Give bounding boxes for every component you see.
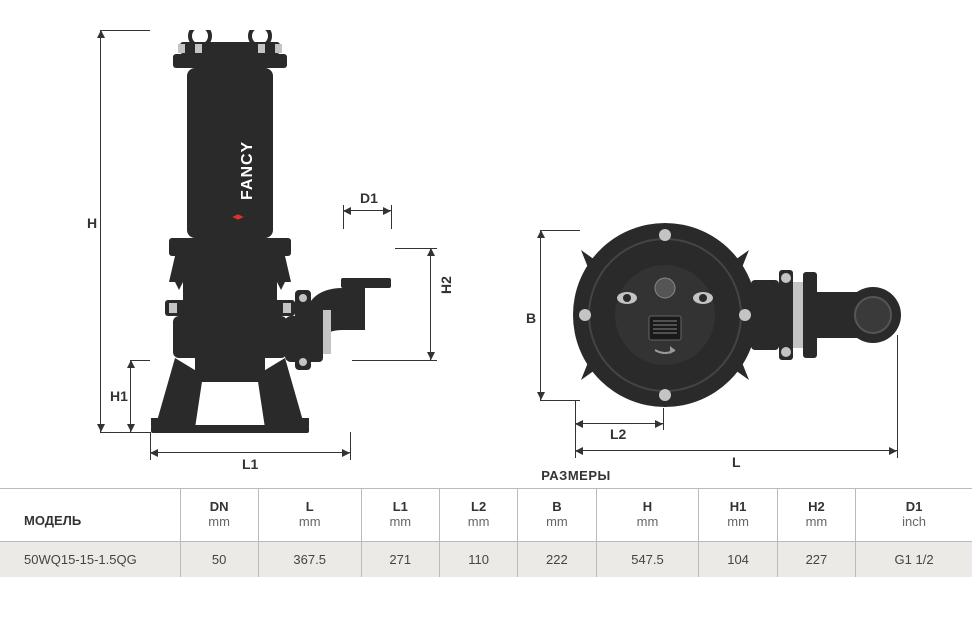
unit-L: mm [258,514,361,542]
dim-label-B: B [524,310,538,326]
unit-H2: mm [777,514,855,542]
dim-line-H2 [430,248,431,360]
dim-label-H: H [85,215,99,231]
table-head-row: МОДЕЛЬ DN L L1 L2 B H H1 H2 D1 [0,489,972,515]
dim-label-L1: L1 [240,456,260,472]
brand-logo-icon [231,210,245,224]
unit-D1: inch [856,514,972,542]
cell-DN: 50 [180,542,258,578]
col-D1: D1 [856,489,972,515]
cell-H: 547.5 [596,542,699,578]
dim-line-L [575,450,897,451]
dim-label-H1: H1 [108,388,130,404]
cell-D1: G1 1/2 [856,542,972,578]
unit-B: mm [518,514,596,542]
technical-diagram: H H1 L1 D1 H2 [0,0,972,480]
unit-H: mm [596,514,699,542]
cell-model: 50WQ15-15-1.5QG [0,542,180,578]
dim-label-L: L [730,454,743,470]
dim-line-H1 [130,360,131,432]
col-model: МОДЕЛЬ [0,489,180,542]
cell-B: 222 [518,542,596,578]
unit-L1: mm [361,514,439,542]
unit-L2: mm [439,514,517,542]
unit-H1: mm [699,514,777,542]
cell-L2: 110 [439,542,517,578]
col-DN: DN [180,489,258,515]
col-L2: L2 [439,489,517,515]
col-L: L [258,489,361,515]
dim-line-L2 [575,423,663,424]
col-L1: L1 [361,489,439,515]
dim-label-H2: H2 [438,274,454,296]
col-B: B [518,489,596,515]
pump-top-view [555,220,855,410]
unit-DN: mm [180,514,258,542]
cell-L1: 271 [361,542,439,578]
dimensions-table-wrap: РАЗМЕРЫ МОДЕЛЬ DN L L1 L2 B H H1 H2 D1 m… [0,488,972,577]
cell-H2: 227 [777,542,855,578]
dim-line-L1 [150,452,350,453]
table-row: 50WQ15-15-1.5QG 50 367.5 271 110 222 547… [0,542,972,578]
cell-H1: 104 [699,542,777,578]
col-H1: H1 [699,489,777,515]
cell-L: 367.5 [258,542,361,578]
col-H2: H2 [777,489,855,515]
pump-side-view: FANCY [145,30,325,430]
dim-label-L2: L2 [608,426,628,442]
dim-line-B [540,230,541,400]
brand-label: FANCY [239,141,257,200]
table-caption: РАЗМЕРЫ [541,468,610,483]
col-H: H [596,489,699,515]
dimensions-table: МОДЕЛЬ DN L L1 L2 B H H1 H2 D1 mm mm mm … [0,488,972,577]
dim-line-H [100,30,101,432]
